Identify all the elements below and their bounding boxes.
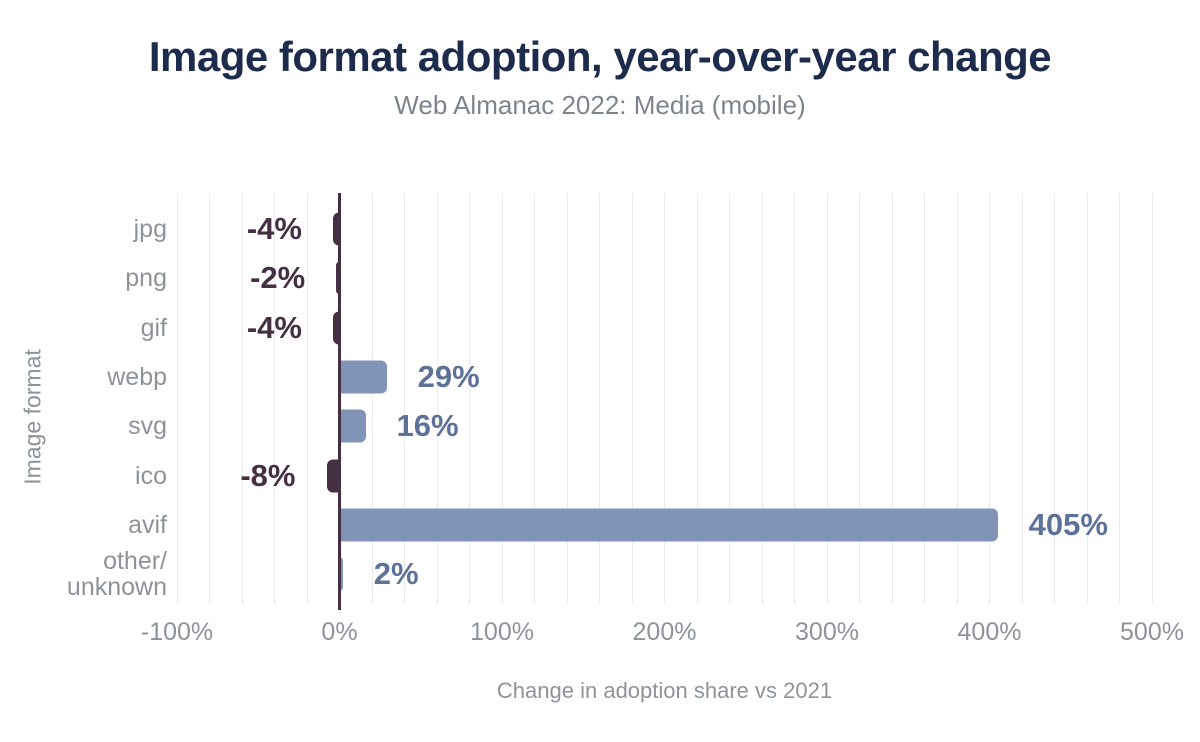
gridline: [729, 193, 730, 604]
gridline: [599, 193, 600, 604]
gridline: [501, 193, 503, 604]
gridline: [469, 193, 470, 604]
gridline: [989, 193, 990, 604]
bar-value-label: 16%: [396, 408, 459, 444]
chart-subtitle: Web Almanac 2022: Media (mobile): [394, 90, 806, 120]
gridline: [794, 193, 795, 604]
gridline: [1086, 193, 1088, 604]
gridline: [631, 193, 633, 604]
bar-jpg: [333, 212, 340, 246]
x-tick-label: 100%: [470, 618, 534, 646]
bar-value-label: -8%: [240, 457, 296, 493]
gridline: [371, 193, 373, 604]
x-tick-label: 300%: [795, 618, 859, 646]
bar-value-label: 405%: [1028, 506, 1108, 542]
gridline: [534, 193, 535, 604]
gridline: [1054, 193, 1055, 604]
x-tick-label: 400%: [957, 618, 1022, 646]
bar-value-label: -2%: [250, 260, 306, 296]
bar-png: [336, 261, 340, 295]
gridline: [859, 193, 860, 604]
category-label: png: [125, 264, 167, 293]
bar-other-unknown: [339, 557, 343, 591]
x-axis-title: Change in adoption share vs 2021: [496, 678, 833, 703]
plot-area: -4% -2% -4% 29% 16% -8% 405% 2%: [176, 193, 1153, 610]
x-axis-ticks: -100% 0% 100% 200% 300% 400% 500%: [141, 618, 1184, 648]
gridline: [696, 193, 698, 604]
gridline: [404, 193, 405, 604]
gridline: [566, 193, 568, 604]
zero-axis-line: [338, 193, 341, 610]
gridline: [209, 193, 210, 604]
gridline: [826, 193, 828, 604]
category-label: avif: [128, 510, 167, 539]
category-label: gif: [140, 313, 167, 342]
bar-value-label: -4%: [246, 309, 302, 345]
category-label: ico: [135, 461, 167, 490]
bar-value-label: 2%: [373, 556, 419, 592]
bar-gif: [333, 311, 340, 345]
bar-avif: [339, 508, 998, 542]
category-label: other/ unknown: [66, 546, 167, 602]
chart-title: Image format adoption, year-over-year ch…: [148, 33, 1052, 80]
gridline: [436, 193, 438, 604]
bar-webp: [339, 360, 387, 394]
gridline: [924, 193, 925, 604]
gridline: [761, 193, 763, 604]
gridline: [1021, 193, 1023, 604]
x-tick-label: 200%: [632, 618, 697, 646]
gridline: [176, 193, 178, 604]
category-label: svg: [128, 412, 167, 441]
x-tick-label: -100%: [140, 618, 214, 646]
x-tick-label: 0%: [321, 618, 358, 646]
bar-ico: [326, 459, 340, 492]
gridline: [664, 193, 665, 604]
gridline: [1151, 193, 1153, 604]
bar-value-label: 29%: [417, 358, 480, 394]
gridline: [956, 193, 958, 604]
gridline: [1119, 193, 1120, 604]
category-axis: jpg png gif webp svg ico avif other/ unknown: [0, 193, 167, 604]
bar-svg: [339, 409, 366, 443]
gridline: [891, 193, 893, 604]
gridline: [274, 193, 275, 604]
gridline: [306, 193, 308, 604]
bar-value-label: -4%: [246, 211, 302, 246]
category-label: webp: [107, 362, 167, 391]
category-label: jpg: [133, 214, 167, 243]
gridline: [241, 193, 243, 604]
x-tick-label: 500%: [1120, 618, 1184, 646]
